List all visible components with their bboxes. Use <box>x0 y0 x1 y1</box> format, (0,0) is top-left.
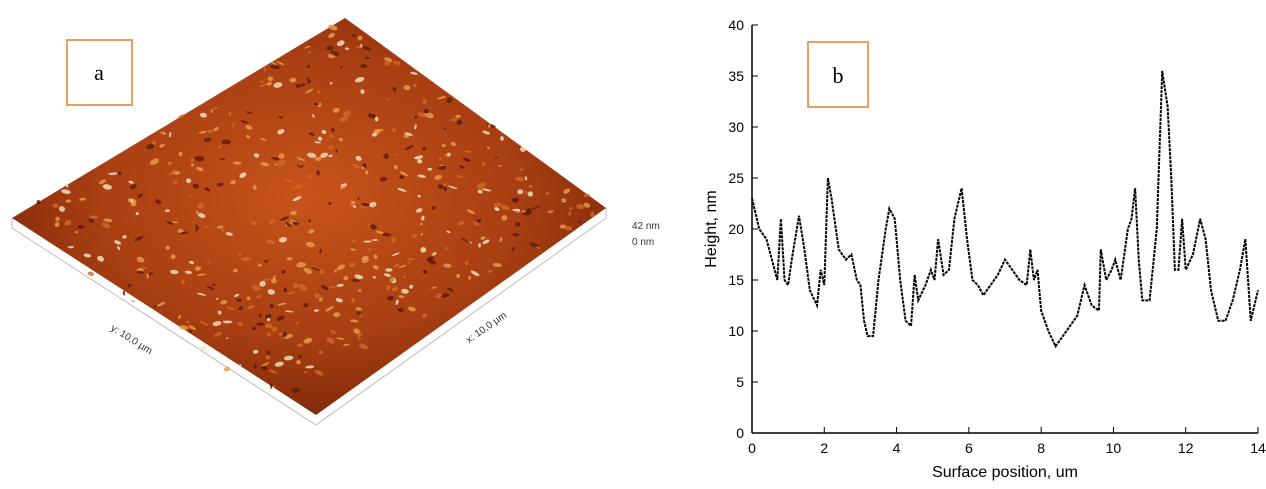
x-tick-label: 8 <box>1037 440 1045 456</box>
afm-grain <box>130 300 135 302</box>
afm-grain <box>87 271 95 277</box>
y-tick-label: 30 <box>728 119 744 135</box>
profile-line <box>752 71 1258 346</box>
afm-grain <box>287 257 293 260</box>
y-tick-label: 25 <box>728 170 744 186</box>
chart: b Surface position, um Height, nm 0 5 10 15… <box>703 17 1266 481</box>
x-tick-label: 10 <box>1106 440 1122 456</box>
figure-svg: a 42 nm 0 nm y: 10,0 µm x: 10,0 µm b Sur… <box>0 0 1266 489</box>
x-tick-label: 12 <box>1178 440 1194 456</box>
afm-grain <box>385 268 392 271</box>
afm-grain <box>455 115 460 119</box>
afm-grain <box>447 153 451 157</box>
x-tick-label: 0 <box>748 440 756 456</box>
x-axis-title: Surface position, um <box>932 464 1078 481</box>
y-tick-label: 35 <box>728 68 744 84</box>
afm-grain <box>239 364 241 367</box>
y-tick-label: 15 <box>728 272 744 288</box>
y-tick-label: 0 <box>736 425 744 441</box>
afm-grain <box>238 253 241 256</box>
afm-grain <box>387 98 389 101</box>
scale-max: 42 nm <box>632 221 660 232</box>
x-tick-label: 14 <box>1250 440 1266 456</box>
afm-grain <box>290 211 297 215</box>
y-tick-label: 10 <box>728 323 744 339</box>
x-size-label: x: 10,0 µm <box>464 310 509 346</box>
x-tick-label: 4 <box>893 440 901 456</box>
scale-min: 0 nm <box>632 237 654 248</box>
y-size-label: y: 10,0 µm <box>109 323 155 357</box>
panel-a-label: a <box>94 60 104 85</box>
y-axis-title: Height, nm <box>703 190 720 267</box>
y-tick-label: 20 <box>728 221 744 237</box>
afm-grain <box>223 366 231 373</box>
panel-b-label: b <box>833 63 844 88</box>
y-tick-label: 40 <box>728 17 744 33</box>
afm-grain <box>123 291 126 296</box>
afm-grain <box>186 178 191 183</box>
x-tick-label: 2 <box>820 440 828 456</box>
figure: a 42 nm 0 nm y: 10,0 µm x: 10,0 µm b Sur… <box>0 0 1266 489</box>
y-tick-label: 5 <box>736 374 744 390</box>
x-tick-label: 6 <box>965 440 973 456</box>
